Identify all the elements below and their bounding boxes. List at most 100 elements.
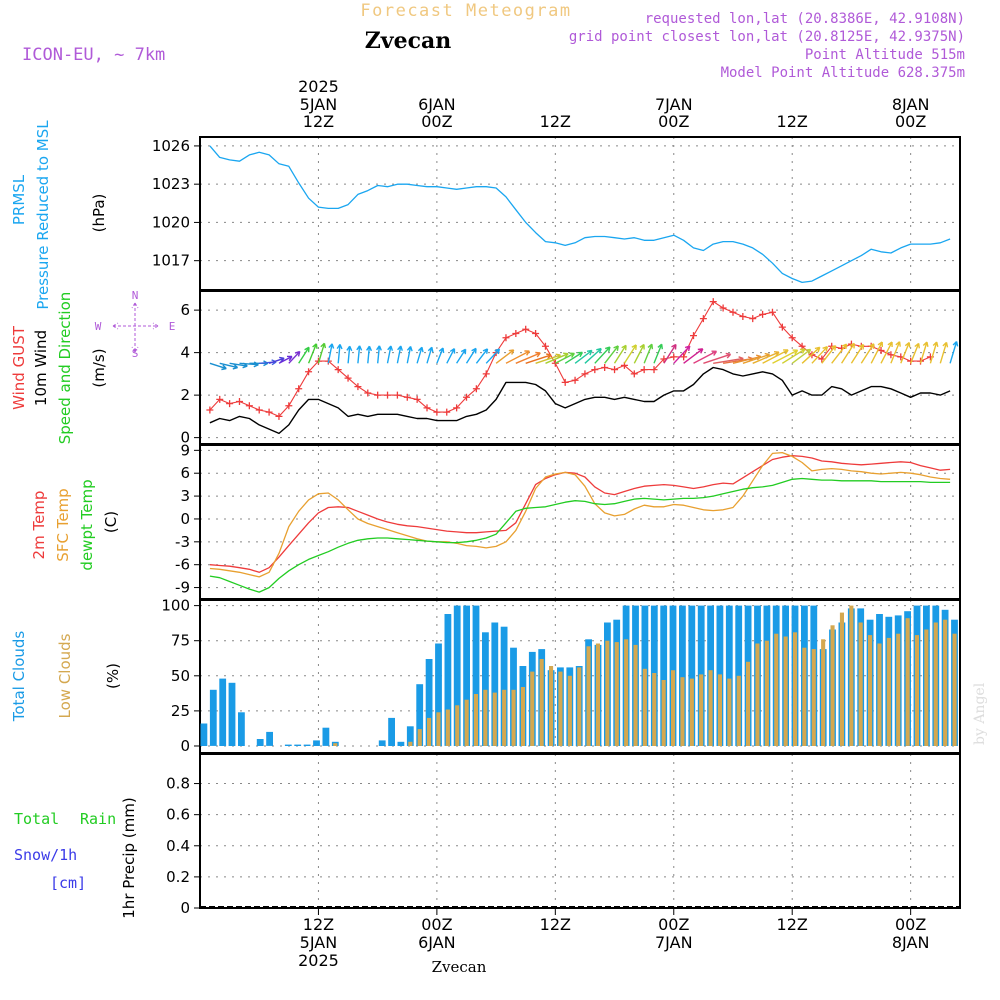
low-cloud-bar [924,629,929,746]
pressure-series-line [209,145,951,284]
top-date-label: 5JAN [300,95,338,114]
top-hour-label: 00Z [421,112,452,131]
total-cloud-bar [482,632,489,746]
clouds-ytick-label: 0 [180,737,190,755]
wind-direction-arrow [436,347,445,364]
low-cloud-bar [736,675,741,746]
total-cloud-bar [444,614,452,746]
low-cloud-bar [905,618,910,746]
total-cloud-bar [266,731,273,746]
low-cloud-bar [849,605,854,746]
wind-gust-series-line [209,301,931,417]
pressure-ytick-label: 1020 [152,213,190,231]
wind-gust-point [255,406,263,414]
clouds-unit: (%) [104,663,122,689]
temp-2m-label: 2m Temp [30,491,48,560]
top-date-label: 6JAN [418,95,456,114]
wind-direction-arrow [584,347,602,364]
total-cloud-bar [238,712,245,746]
wind-gust-point [305,368,313,376]
wind-gust-point [581,370,589,378]
bottom-hour-label: 12Z [777,915,808,934]
wind-direction-arrow [870,341,883,364]
low-cloud-bar [821,639,826,746]
low-cloud-bar [586,646,591,746]
plot-area: 10171020102310260246-9-6-303690255075100… [152,77,961,970]
temp-ytick-label: -3 [175,533,190,551]
wind-speed-series-line [209,366,951,435]
wind-direction-arrow [298,346,310,364]
wind-gust-point [749,315,757,323]
low-cloud-bar [530,671,535,746]
wind-gust-point [611,366,619,374]
pressure-ytick-label: 1017 [152,252,190,270]
wind-ytick-label: 6 [180,301,190,319]
temp-unit: (C) [102,511,120,533]
wind-direction-arrow [426,346,434,364]
wind-direction-arrow [564,351,584,364]
clouds-total-label: Total Clouds [10,631,28,723]
wind-direction-arrow [831,343,848,364]
wind-gust-point [482,370,490,378]
wind-gust-point [541,342,549,350]
wind-gust-point [413,395,421,403]
bottom-hour-label: 00Z [895,915,926,934]
requested-point: requested lon,lat (20.8386E, 42.9108N) [645,11,965,27]
wind-direction-arrow [515,351,541,364]
low-cloud-bar [483,689,488,746]
wind-direction-arrow [604,345,619,364]
wind-direction-arrow [781,348,806,364]
wind-ytick-label: 2 [180,386,190,404]
wind-direction-arrow [821,344,837,364]
total-cloud-bar [416,684,424,746]
wind-direction-arrow [554,352,575,364]
wind-direction-arrow [209,362,227,371]
pressure-panel: 1017 1020 1023 1026 [152,136,961,291]
total-cloud-bar [200,723,208,746]
temp-ytick-label: -6 [175,556,190,574]
low-cloud-bar [680,677,685,746]
low-cloud-bar [868,635,873,746]
wind-gust-point [216,395,224,403]
total-cloud-bar [303,744,311,746]
pressure-unit: (hPa) [90,194,108,233]
precip-ytick-label: 0 [180,899,190,917]
low-cloud-bar [943,619,948,746]
wind-direction-arrow [485,348,501,364]
total-cloud-bar [453,605,461,746]
wind-gust-point [650,366,658,374]
bottom-date-label: 5JAN [300,933,338,952]
low-cloud-bar [595,643,600,746]
bottom-hour-label: 12Z [540,915,571,934]
low-cloud-bar [886,637,891,746]
wind-gust-point [630,370,638,378]
low-cloud-bar [445,709,450,746]
low-cloud-bar [933,622,938,746]
wind-direction-arrow [475,348,489,364]
clouds-ytick-label: 100 [161,597,190,615]
bottom-date-label: 7JAN [655,933,693,952]
low-cloud-bar [727,678,732,746]
pressure-frame [199,136,961,291]
place-title: Zvecan [365,28,452,54]
compass-w: W [95,320,102,333]
total-cloud-bar [491,622,499,746]
wind-direction-arrow [939,341,949,364]
precip-ytick-label: 0.4 [166,837,190,855]
clouds-ytick-label: 75 [171,632,190,650]
precip-panel: 0 0.2 0.4 0.6 0.8 [166,753,961,917]
low-cloud-bar [427,717,432,746]
wind-gust-point [818,355,826,363]
wind-gust-point [364,389,372,397]
low-cloud-bar [464,699,469,746]
low-cloud-bar [408,741,413,746]
low-cloud-bar [642,668,647,746]
compass-n: N [132,289,139,302]
wind-gust-point [778,323,786,331]
wind-gust-point [265,408,273,416]
wind-direction-arrow [525,353,552,364]
point-altitude: Point Altitude 515m [805,47,965,63]
total-cloud-bar [688,605,696,746]
low-cloud-bar [633,644,638,746]
wind-gust-point [877,347,885,354]
